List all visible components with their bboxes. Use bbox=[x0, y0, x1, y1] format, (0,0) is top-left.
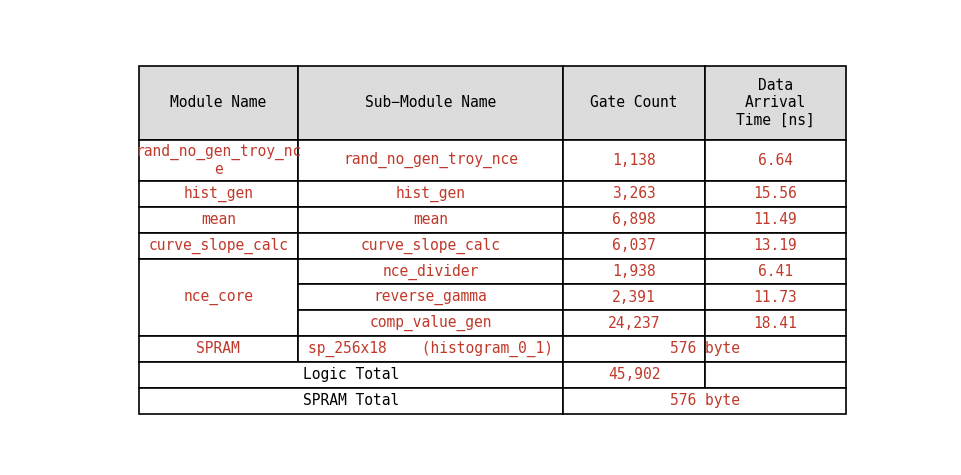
Bar bbox=[298, 140, 563, 181]
Text: rand_no_gen_troy_nc
e: rand_no_gen_troy_nc e bbox=[136, 143, 302, 177]
Bar bbox=[704, 140, 847, 181]
Text: 24,237: 24,237 bbox=[607, 316, 660, 331]
Bar bbox=[704, 310, 847, 336]
Text: 576 byte: 576 byte bbox=[670, 393, 740, 408]
Text: curve_slope_calc: curve_slope_calc bbox=[360, 238, 501, 254]
Text: 1,138: 1,138 bbox=[612, 153, 656, 168]
Text: SPRAM Total: SPRAM Total bbox=[303, 393, 399, 408]
Text: 576 byte: 576 byte bbox=[670, 342, 740, 357]
Text: nce_divider: nce_divider bbox=[382, 263, 479, 280]
Text: nce_core: nce_core bbox=[184, 290, 254, 305]
Bar bbox=[298, 310, 563, 336]
Bar bbox=[138, 233, 298, 258]
Text: comp_value_gen: comp_value_gen bbox=[369, 315, 492, 331]
Bar bbox=[138, 66, 298, 140]
Text: sp_256x18    (histogram_0_1): sp_256x18 (histogram_0_1) bbox=[308, 341, 554, 357]
Text: Logic Total: Logic Total bbox=[303, 367, 399, 382]
Bar bbox=[138, 140, 298, 181]
Bar bbox=[138, 336, 298, 362]
Bar bbox=[563, 285, 704, 310]
Bar bbox=[563, 388, 847, 414]
Bar bbox=[563, 258, 704, 285]
Text: 11.73: 11.73 bbox=[753, 290, 798, 305]
Bar bbox=[563, 181, 704, 207]
Bar bbox=[138, 388, 563, 414]
Bar bbox=[563, 207, 704, 233]
Text: 15.56: 15.56 bbox=[753, 186, 798, 201]
Bar bbox=[704, 336, 847, 362]
Bar bbox=[704, 285, 847, 310]
Bar bbox=[138, 207, 298, 233]
Bar bbox=[704, 66, 847, 140]
Bar bbox=[563, 336, 704, 362]
Bar bbox=[704, 233, 847, 258]
Bar bbox=[704, 207, 847, 233]
Text: hist_gen: hist_gen bbox=[396, 186, 465, 202]
Bar bbox=[298, 66, 563, 140]
Text: mean: mean bbox=[201, 212, 235, 227]
Text: 6.64: 6.64 bbox=[758, 153, 793, 168]
Bar bbox=[298, 285, 563, 310]
Bar bbox=[563, 233, 704, 258]
Bar bbox=[298, 181, 563, 207]
Text: SPRAM: SPRAM bbox=[196, 342, 240, 357]
Text: 3,263: 3,263 bbox=[612, 186, 656, 201]
Bar bbox=[298, 336, 563, 362]
Text: 6,898: 6,898 bbox=[612, 212, 656, 227]
Text: 1,938: 1,938 bbox=[612, 264, 656, 279]
Text: Module Name: Module Name bbox=[170, 95, 266, 110]
Bar bbox=[563, 362, 704, 388]
Bar bbox=[704, 181, 847, 207]
Bar bbox=[138, 258, 298, 336]
Text: rand_no_gen_troy_nce: rand_no_gen_troy_nce bbox=[343, 152, 518, 169]
Text: curve_slope_calc: curve_slope_calc bbox=[148, 238, 288, 254]
Text: mean: mean bbox=[413, 212, 448, 227]
Text: Data
Arrival
Time [ns]: Data Arrival Time [ns] bbox=[736, 78, 815, 128]
Text: 45,902: 45,902 bbox=[607, 367, 660, 382]
Bar bbox=[138, 362, 563, 388]
Bar bbox=[704, 258, 847, 285]
Bar bbox=[138, 181, 298, 207]
Text: 6,037: 6,037 bbox=[612, 238, 656, 253]
Bar bbox=[298, 233, 563, 258]
Text: Gate Count: Gate Count bbox=[590, 95, 678, 110]
Text: 2,391: 2,391 bbox=[612, 290, 656, 305]
Text: reverse_gamma: reverse_gamma bbox=[374, 290, 487, 305]
Bar bbox=[298, 258, 563, 285]
Text: hist_gen: hist_gen bbox=[184, 186, 254, 202]
Text: 11.49: 11.49 bbox=[753, 212, 798, 227]
Bar bbox=[563, 140, 704, 181]
Bar bbox=[704, 362, 847, 388]
Text: 6.41: 6.41 bbox=[758, 264, 793, 279]
Text: 18.41: 18.41 bbox=[753, 316, 798, 331]
Text: Sub−Module Name: Sub−Module Name bbox=[365, 95, 496, 110]
Bar bbox=[563, 66, 704, 140]
Text: 13.19: 13.19 bbox=[753, 238, 798, 253]
Bar bbox=[563, 310, 704, 336]
Bar bbox=[298, 207, 563, 233]
